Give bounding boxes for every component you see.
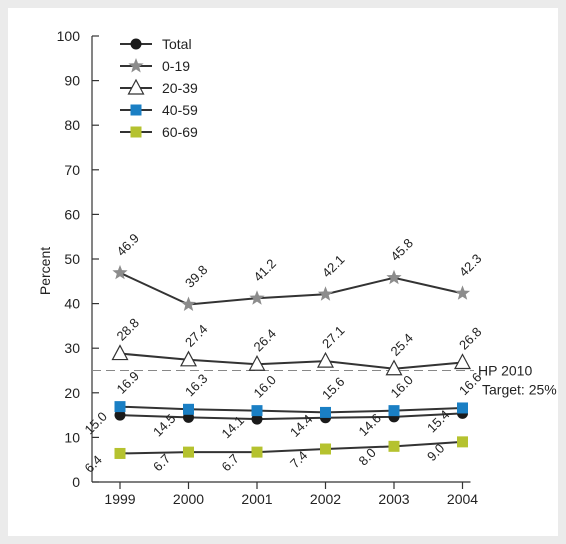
data-label-20-39: 26.4 [251,326,280,355]
data-point-60-69 [320,443,331,455]
data-label-60-69: 6.7 [219,451,242,474]
series-lines [119,271,463,455]
y-tick-label: 30 [64,340,80,356]
data-label-40-59: 16.3 [182,371,211,400]
data-label-total: 14.6 [356,411,385,440]
series-markers [111,264,472,459]
axes: 0 10 20 30 40 50 60 70 80 90 100 1999 2000 2001 2002 20… [57,28,479,507]
series-line-20-39 [119,352,463,370]
data-point-20-39 [111,344,129,361]
data-point-60-69 [114,447,126,459]
x-tick-label: 2000 [173,491,204,507]
data-label-0-19: 41.2 [251,256,280,285]
data-label-0-19: 42.3 [456,251,485,280]
y-axis-label: Percent [37,247,53,295]
legend-label-40-59: 40-59 [162,102,198,118]
legend-marker-40-59 [130,104,142,116]
data-label-total: 15.0 [82,409,111,438]
data-point-0-19 [112,264,128,280]
data-point-40-59 [114,401,126,413]
data-point-total [251,413,263,425]
data-labels: 15.0 14.5 14.1 14.4 14.6 15.446.939.8 41.2 42.1… [82,230,485,475]
data-point-60-69 [251,446,263,458]
data-label-total: 15.4 [424,407,453,436]
data-label-60-69: 6.4 [82,452,105,475]
y-tick-label: 70 [64,162,80,178]
data-point-20-39 [248,354,266,371]
legend-label-60-69: 60-69 [162,124,198,140]
y-tick-label: 50 [64,251,80,267]
y-tick-label: 10 [64,429,80,445]
line-chart: 0 10 20 30 40 50 60 70 80 90 100 1999 2000 2001 2002 20… [37,28,557,507]
x-tick-label: 2001 [241,491,272,507]
data-label-20-39: 27.1 [319,323,348,352]
legend-label-20-39: 20-39 [162,80,198,96]
y-tick-label: 0 [72,474,80,490]
data-label-0-19: 45.8 [388,235,417,264]
legend-label-total: Total [162,36,192,52]
x-tick-label: 1999 [104,491,135,507]
series-line-40-59 [119,405,463,414]
data-label-20-39: 27.4 [182,321,211,350]
data-label-0-19: 42.1 [319,252,348,281]
data-point-20-39 [316,351,335,368]
data-label-total: 14.4 [287,411,316,440]
data-label-20-39: 28.8 [114,315,143,344]
data-point-60-69 [183,446,194,458]
data-point-40-59 [183,403,194,415]
x-tick-label: 2002 [310,491,341,507]
legend-label-0-19: 0-19 [162,58,190,74]
x-tick-label: 2004 [447,491,478,507]
data-label-0-19: 46.9 [114,230,143,259]
y-tick-label: 80 [64,117,80,133]
data-point-40-59 [251,405,263,417]
data-point-0-19 [454,285,471,300]
legend: Total 0-19 20-39 40-59 60-69 [120,36,198,140]
target-label: Target: 25% [482,382,557,398]
data-point-20-39 [453,353,472,370]
data-label-40-59: 16.9 [114,368,143,397]
data-point-0-19 [249,290,265,305]
data-label-40-59: 16.0 [251,372,280,401]
series-line-0-19 [119,271,463,306]
target-reference: HP 2010 Target: 25% [92,363,557,398]
y-tick-label: 40 [64,296,80,312]
data-label-40-59: 15.6 [319,374,348,403]
data-point-0-19 [317,286,334,301]
data-label-total: 14.1 [219,413,248,442]
data-point-60-69 [457,436,468,448]
data-point-total [114,409,126,421]
data-point-60-69 [388,440,400,452]
data-point-0-19 [180,296,197,311]
series-line-total [119,412,463,421]
data-point-20-39 [385,359,403,376]
y-tick-label: 90 [64,73,80,89]
data-point-0-19 [386,269,402,285]
data-point-20-39 [179,350,198,367]
legend-marker-total [130,38,142,50]
data-label-60-69: 6.7 [150,451,173,474]
target-label: HP 2010 [478,363,532,379]
y-tick-label: 20 [64,385,80,401]
data-label-20-39: 25.4 [388,330,417,359]
data-point-40-59 [320,406,331,418]
y-tick-label: 60 [64,206,80,222]
legend-marker-60-69 [130,126,142,138]
data-label-0-19: 39.8 [182,262,211,291]
data-point-40-59 [388,405,400,417]
chart-panel: 0 10 20 30 40 50 60 70 80 90 100 1999 2000 2001 2002 20… [8,8,558,536]
series-line-60-69 [119,440,463,455]
x-tick-label: 2003 [378,491,409,507]
legend-marker-20-39 [127,78,145,95]
data-point-40-59 [457,402,468,414]
y-tick-label: 100 [57,28,81,44]
data-label-20-39: 26.8 [456,324,485,353]
legend-marker-0-19 [128,58,144,73]
data-label-40-59: 16.0 [388,372,417,401]
